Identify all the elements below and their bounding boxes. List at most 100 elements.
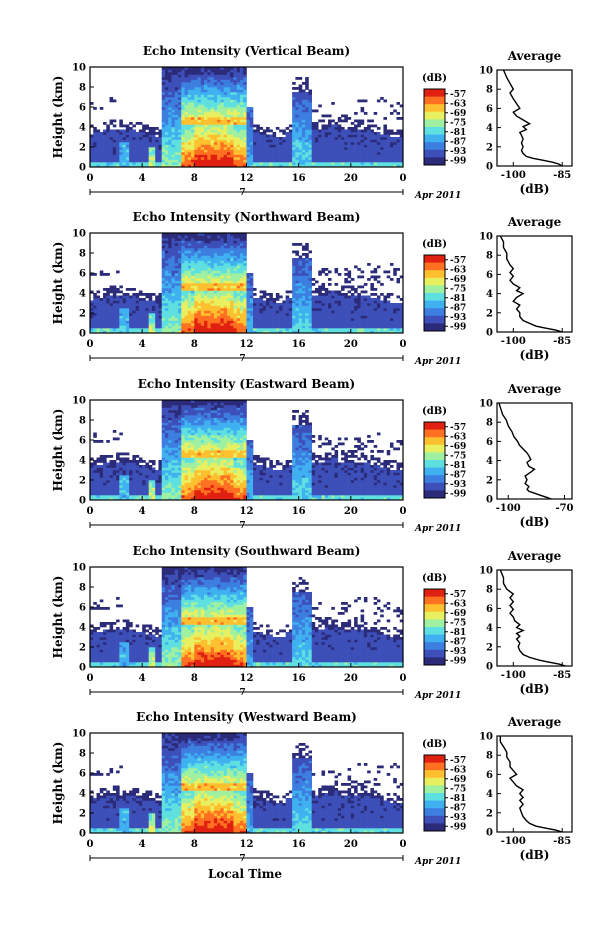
heatmap-cell <box>174 112 179 115</box>
heatmap-cell <box>314 162 319 165</box>
heatmap-cell <box>226 77 231 80</box>
heatmap-cell <box>350 142 355 145</box>
heatmap-cell <box>187 253 192 256</box>
heatmap-cell <box>155 164 159 168</box>
heatmap-cell <box>331 142 335 145</box>
heatmap-cell <box>253 315 257 319</box>
heatmap-cell <box>318 137 322 140</box>
heatmap-cell <box>96 139 101 143</box>
heatmap-cell <box>197 295 202 299</box>
heatmap-cell <box>171 263 176 266</box>
heatmap-cell <box>383 117 387 120</box>
heatmap-cell <box>207 124 211 128</box>
heatmap-cell <box>174 248 179 251</box>
heatmap-cell <box>210 109 215 113</box>
heatmap-cell <box>174 149 179 153</box>
heatmap-cell <box>194 129 198 133</box>
heatmap-cell <box>90 273 94 276</box>
heatmap-cell <box>393 323 397 326</box>
heatmap-cell <box>106 330 110 334</box>
heatmap-cell <box>305 109 309 113</box>
heatmap-cell <box>324 139 329 143</box>
heatmap-cell <box>314 134 319 138</box>
heatmap-cell <box>249 318 254 321</box>
heatmap-cell <box>142 132 146 135</box>
heatmap-cell <box>161 87 166 90</box>
heatmap-cell <box>243 69 247 73</box>
heatmap-cell <box>386 308 391 311</box>
heatmap-cell <box>90 303 94 306</box>
heatmap-cell <box>239 122 244 125</box>
heatmap-cell <box>119 285 123 289</box>
heatmap-cell <box>285 149 290 153</box>
heatmap-cell <box>148 320 153 324</box>
heatmap-cell <box>253 325 257 329</box>
heatmap-cell <box>337 154 342 158</box>
heatmap-cell <box>171 275 176 279</box>
heatmap-cell <box>174 139 179 143</box>
heatmap-cell <box>204 283 208 286</box>
heatmap-cell <box>288 300 293 304</box>
heatmap-cell <box>213 298 218 301</box>
heatmap-cell <box>386 318 391 321</box>
heatmap-cell <box>230 99 234 103</box>
heatmap-cell <box>129 318 133 321</box>
heatmap-cell <box>171 265 176 269</box>
heatmap-cell <box>93 308 97 311</box>
heatmap-cell <box>279 323 283 326</box>
heatmap-cell <box>269 137 273 140</box>
heatmap-cell <box>337 117 342 120</box>
heatmap-cell <box>109 475 114 478</box>
heatmap-cell <box>295 315 299 319</box>
heatmap-cell <box>184 310 189 314</box>
heatmap-cell <box>363 303 368 306</box>
heatmap-cell <box>253 303 257 306</box>
colorbar-tick-label: -81 <box>450 128 466 138</box>
heatmap-cell <box>207 258 211 261</box>
heatmap-cell <box>197 263 202 266</box>
heatmap-cell <box>174 253 179 256</box>
heatmap-cell <box>197 328 202 331</box>
heatmap-cell <box>171 147 176 150</box>
heatmap-cell <box>213 137 218 140</box>
heatmap-cell <box>90 313 94 316</box>
heatmap-cell <box>171 258 176 261</box>
heatmap-cell <box>328 137 332 140</box>
average-frame <box>496 69 573 167</box>
heatmap-cell <box>96 308 101 311</box>
heatmap-cell <box>386 305 391 309</box>
heatmap-cell <box>171 325 176 329</box>
heatmap-cell <box>236 82 241 85</box>
heatmap-cell <box>200 87 205 90</box>
heatmap-cell <box>96 295 101 299</box>
heatmap-cell <box>145 152 149 155</box>
heatmap-cell <box>292 273 296 276</box>
heatmap-cell <box>311 295 316 299</box>
heatmap-cell <box>357 152 361 155</box>
heatmap-cell <box>161 122 166 125</box>
heatmap-cell <box>109 310 114 314</box>
heatmap-cell <box>282 157 286 160</box>
heatmap-cell <box>308 102 313 105</box>
heatmap-cell <box>256 132 260 135</box>
heatmap-cell <box>380 134 384 138</box>
heatmap-cell <box>151 318 156 321</box>
heatmap-cell <box>210 164 215 168</box>
heatmap-cell <box>99 154 104 158</box>
heatmap-cell <box>243 117 247 120</box>
heatmap-cell <box>96 303 101 306</box>
heatmap-cell <box>305 253 309 256</box>
heatmap-cell <box>125 303 130 306</box>
heatmap-cell <box>253 154 257 158</box>
heatmap-cell <box>164 273 169 276</box>
heatmap-cell <box>99 325 104 329</box>
heatmap-cell <box>90 318 94 321</box>
heatmap-cell <box>305 137 309 140</box>
heatmap-cell <box>305 273 309 276</box>
heatmap-cell <box>181 119 185 123</box>
heatmap-cell <box>288 290 293 294</box>
heatmap-cell <box>204 310 208 314</box>
heatmap-cell <box>207 265 211 269</box>
heatmap-cell <box>256 318 260 321</box>
heatmap-cell <box>370 310 374 314</box>
